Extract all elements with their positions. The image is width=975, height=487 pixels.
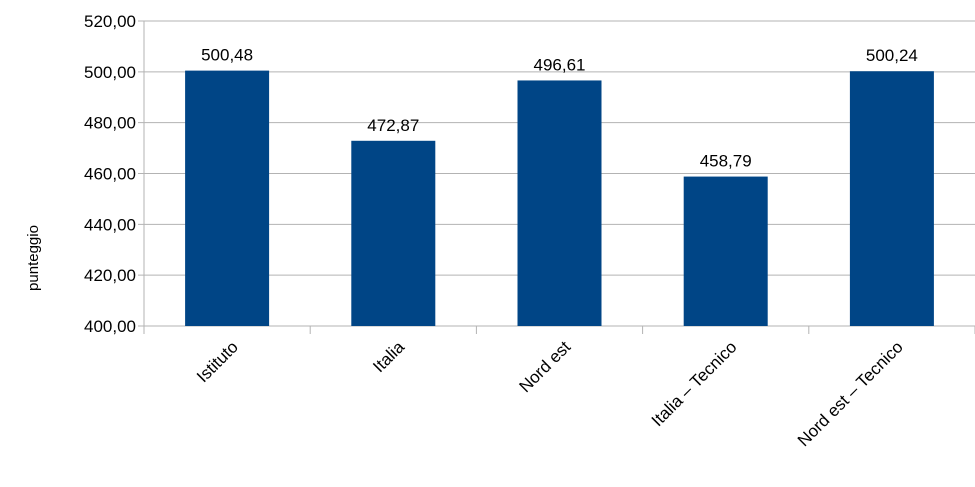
y-tick-label: 480,00: [84, 114, 136, 133]
y-tick-label: 500,00: [84, 63, 136, 82]
bar-4: [683, 176, 768, 326]
x-tick-label: Italia – Tecnico: [648, 337, 741, 430]
data-label: 458,79: [700, 152, 752, 171]
data-label: 500,48: [201, 46, 253, 65]
y-tick-labels: 400,00 420,00 440,00 460,00 480,00 500,00 520,…: [84, 12, 136, 336]
x-tick-label: Italia: [369, 337, 408, 376]
y-axis-title: punteggio: [25, 225, 42, 291]
data-label: 472,87: [367, 116, 419, 135]
x-tick-labels: Istituto Italia Nord est Italia – Tecnico No…: [193, 337, 907, 450]
bar-2: [351, 140, 436, 326]
bars: [185, 70, 934, 327]
x-tick-label: Nord est: [515, 337, 574, 396]
bar-1: [185, 70, 270, 326]
data-label: 500,24: [866, 46, 918, 65]
y-tick-label: 460,00: [84, 165, 136, 184]
y-tick-label: 440,00: [84, 215, 136, 234]
y-tick-label: 400,00: [84, 317, 136, 336]
axes: [143, 21, 975, 334]
bar-5: [849, 71, 934, 327]
y-tick-label: 520,00: [84, 12, 136, 31]
x-tick-label: Nord est – Tecnico: [794, 337, 907, 450]
y-tick-label: 420,00: [84, 266, 136, 285]
x-tick-label: Istituto: [193, 337, 242, 386]
data-labels: 500,48 472,87 496,61 458,79 500,24: [201, 46, 918, 171]
bar-3: [517, 80, 602, 326]
data-label: 496,61: [534, 55, 586, 74]
